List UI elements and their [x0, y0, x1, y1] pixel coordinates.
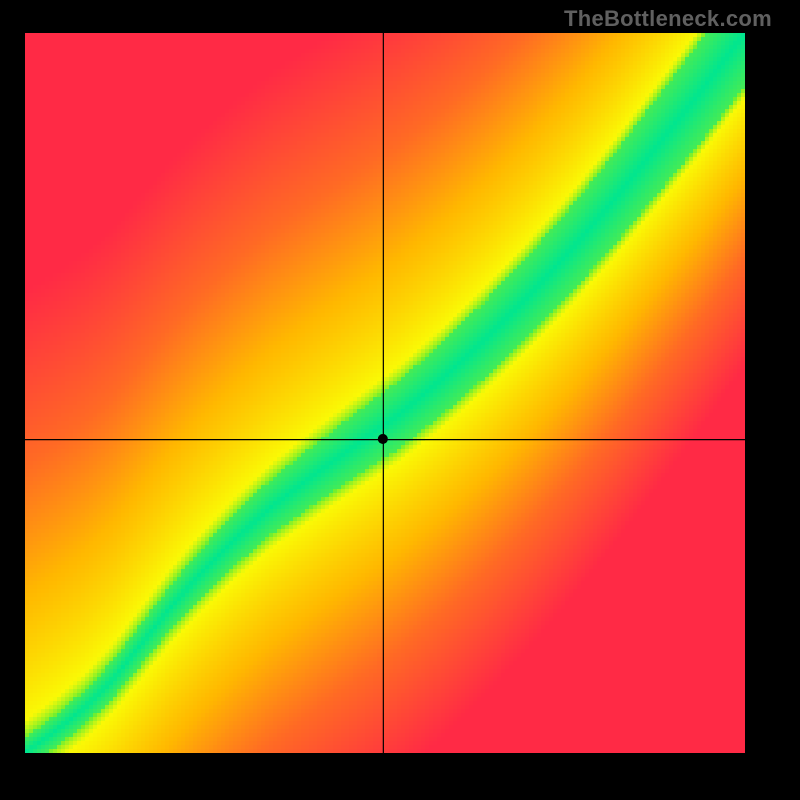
watermark-text: TheBottleneck.com — [564, 6, 772, 32]
crosshair-overlay — [25, 33, 745, 753]
